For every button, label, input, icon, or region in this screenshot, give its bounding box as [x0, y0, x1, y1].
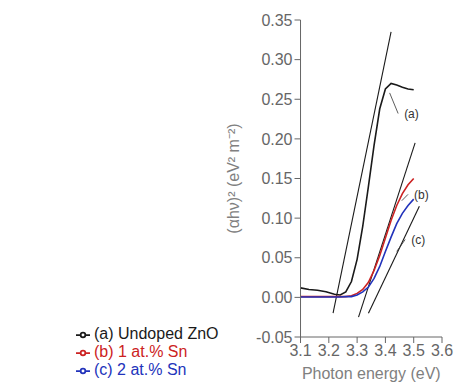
html-text:(c) 2 at.% Sn: (c) 2 at.% Sn: [94, 361, 187, 378]
svg-text:3.5: 3.5: [403, 342, 425, 359]
svg-text:3.1: 3.1: [289, 342, 311, 359]
svg-text:3.2: 3.2: [318, 342, 340, 359]
svg-text:(a): (a): [404, 107, 419, 121]
svg-text:3.4: 3.4: [374, 342, 396, 359]
html-text:(a) Undoped ZnO: (a) Undoped ZnO: [94, 325, 219, 342]
svg-text:0.30: 0.30: [261, 51, 292, 68]
svg-text:0.35: 0.35: [261, 12, 292, 29]
svg-text:-0.05: -0.05: [256, 329, 293, 346]
svg-text:Photon energy (eV): Photon energy (eV): [302, 365, 441, 382]
svg-text:3.3: 3.3: [346, 342, 368, 359]
svg-text:0.15: 0.15: [261, 170, 292, 187]
svg-text:(c): (c): [411, 233, 425, 247]
svg-text:0.10: 0.10: [261, 210, 292, 227]
svg-text:0.25: 0.25: [261, 91, 292, 108]
svg-text:(αhν)² (eV² m⁻²): (αhν)² (eV² m⁻²): [225, 123, 242, 233]
svg-text:0.20: 0.20: [261, 131, 292, 148]
svg-text:0.05: 0.05: [261, 249, 292, 266]
svg-text:(b): (b): [414, 188, 429, 202]
svg-text:0.00: 0.00: [261, 289, 292, 306]
svg-text:3.6: 3.6: [431, 342, 453, 359]
html-text:(b) 1 at.% Sn: (b) 1 at.% Sn: [94, 343, 188, 360]
